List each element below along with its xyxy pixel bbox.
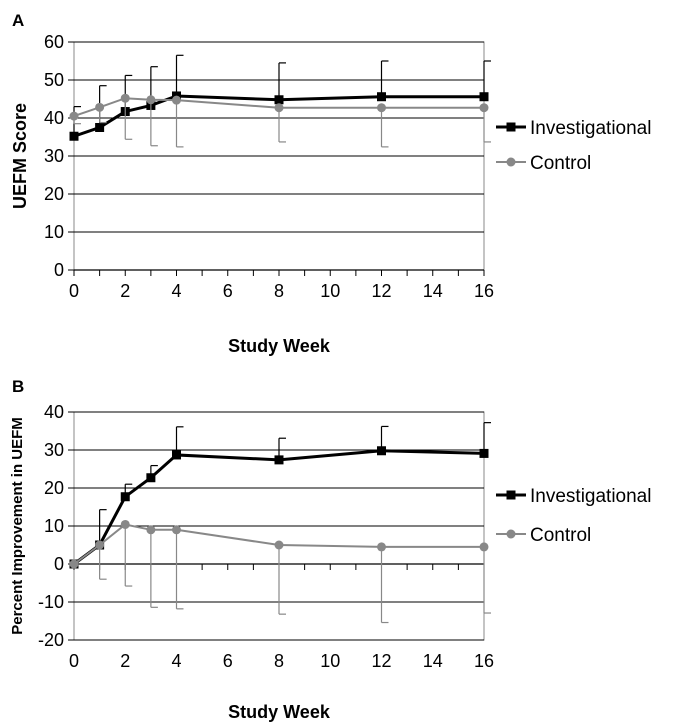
data-point-circle (377, 103, 386, 113)
data-point-square (479, 92, 489, 102)
data-point-circle (120, 519, 130, 529)
y-tick-label: -10 (38, 592, 64, 612)
x-tick-label: 12 (371, 651, 391, 671)
y-axis-title: UEFM Score (10, 103, 30, 209)
series-line (73, 523, 484, 565)
data-point-circle (479, 542, 489, 552)
y-tick-label: 40 (44, 402, 64, 422)
data-point-square (120, 492, 130, 502)
x-tick-label: 14 (423, 651, 443, 671)
series-line (73, 449, 485, 566)
x-axis-title: Study Week (228, 702, 331, 722)
legend-item: Investigational (496, 118, 651, 139)
data-point-circle (146, 525, 156, 535)
x-tick-label: 8 (274, 281, 284, 301)
x-tick-label: 12 (371, 281, 391, 301)
data-point-square (69, 131, 79, 141)
data-point-square (274, 455, 284, 465)
data-point-circle (172, 95, 181, 105)
x-tick-label: 10 (320, 281, 340, 301)
y-tick-label: 30 (44, 440, 64, 460)
data-point-square (377, 446, 386, 456)
legend-label: Control (530, 153, 591, 174)
y-tick-label: -20 (38, 630, 64, 650)
x-tick-label: 0 (69, 281, 79, 301)
series-control (69, 93, 491, 148)
y-tick-label: 10 (44, 222, 64, 242)
legend-item: Control (496, 525, 591, 546)
data-point-square (95, 123, 105, 132)
y-tick-label: 20 (44, 184, 64, 204)
series-control (69, 519, 491, 624)
legend-marker-square (506, 122, 516, 132)
legend-label: Control (530, 525, 591, 546)
legend-label: Investigational (530, 486, 651, 507)
x-tick-label: 0 (69, 651, 79, 671)
y-tick-label: 10 (44, 516, 64, 536)
series-line (73, 97, 484, 118)
data-point-circle (274, 103, 284, 113)
chart-panel-a: A 0 10 20 30 40 50 60 0 2 4 6 8 10 12 14 16 Study Week UEF… (10, 11, 651, 356)
y-tick-label: 30 (44, 146, 64, 166)
data-point-circle (95, 540, 105, 550)
y-tick-label: 0 (54, 554, 64, 574)
data-point-square (146, 473, 156, 483)
data-point-circle (172, 525, 181, 535)
x-tick-label: 16 (474, 281, 494, 301)
data-point-circle (69, 111, 79, 121)
x-tick-label: 10 (320, 651, 340, 671)
x-tick-label: 4 (171, 281, 181, 301)
data-point-square (172, 450, 181, 460)
x-tick-label: 6 (223, 651, 233, 671)
y-tick-label: 40 (44, 108, 64, 128)
x-axis-title: Study Week (228, 336, 331, 356)
legend-marker-square (506, 490, 516, 500)
legend-marker-circle (506, 529, 516, 539)
data-point-circle (479, 103, 489, 113)
chart-panel-b: B -20 -10 0 10 20 30 40 0 2 4 6 8 10 12 14 16 Study Week P… (9, 377, 651, 722)
data-point-square (377, 92, 386, 102)
data-point-circle (377, 542, 386, 552)
data-point-square (479, 448, 489, 458)
data-point-circle (120, 93, 130, 103)
x-tick-label: 6 (223, 281, 233, 301)
panel-letter: B (12, 377, 24, 396)
data-point-circle (95, 102, 105, 112)
y-axis-title: Percent Improvement in UEFM (9, 417, 26, 635)
data-point-circle (274, 540, 284, 550)
legend-marker-circle (506, 157, 516, 167)
y-tick-label: 50 (44, 70, 64, 90)
x-tick-label: 14 (423, 281, 443, 301)
data-point-circle (146, 95, 156, 105)
data-point-circle (69, 559, 79, 569)
x-tick-label: 4 (171, 651, 181, 671)
y-tick-label: 0 (54, 260, 64, 280)
x-tick-label: 8 (274, 651, 284, 671)
x-tick-label: 16 (474, 651, 494, 671)
y-tick-label: 20 (44, 478, 64, 498)
x-tick-label: 2 (120, 281, 130, 301)
legend-item: Control (496, 153, 591, 174)
y-tick-label: 60 (44, 32, 64, 52)
legend-item: Investigational (496, 486, 651, 507)
panel-letter: A (12, 11, 24, 30)
data-point-square (274, 95, 284, 105)
x-tick-label: 2 (120, 651, 130, 671)
legend-label: Investigational (530, 118, 651, 139)
